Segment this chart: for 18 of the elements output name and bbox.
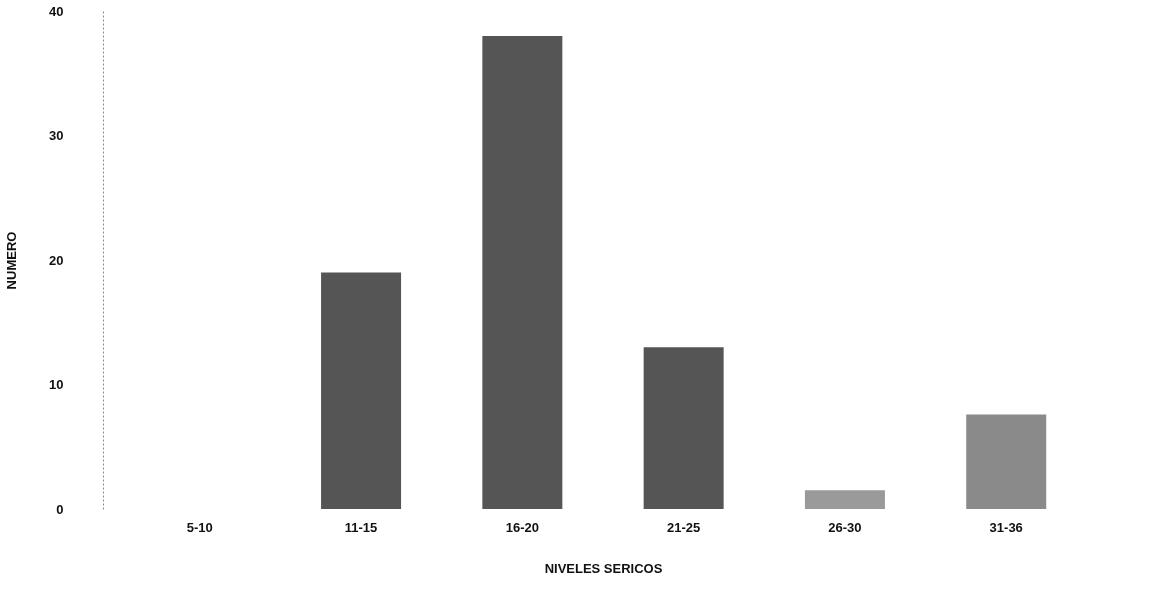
bar	[482, 35, 563, 509]
x-tick-label: 11-15	[344, 519, 378, 535]
bar	[804, 490, 885, 509]
y-tick-label: 30	[49, 128, 64, 143]
x-tick-label: 5-10	[186, 519, 213, 535]
y-tick-label: 20	[49, 252, 64, 268]
y-tick-label: 10	[49, 377, 64, 392]
x-tick-label: 21-25	[667, 519, 701, 535]
y-tick-label: 0	[56, 501, 64, 517]
y-axis-title: NUMERO	[4, 231, 20, 290]
y-tick-label: 40	[49, 3, 64, 19]
x-tick-label: 31-36	[989, 519, 1023, 535]
bar	[321, 272, 402, 509]
x-axis-title: NIVELES SERICOS	[544, 560, 663, 576]
x-tick-label: 26-30	[828, 519, 862, 535]
x-tick-label: 16-20	[505, 519, 539, 535]
bar	[643, 347, 724, 509]
bar	[966, 414, 1047, 509]
